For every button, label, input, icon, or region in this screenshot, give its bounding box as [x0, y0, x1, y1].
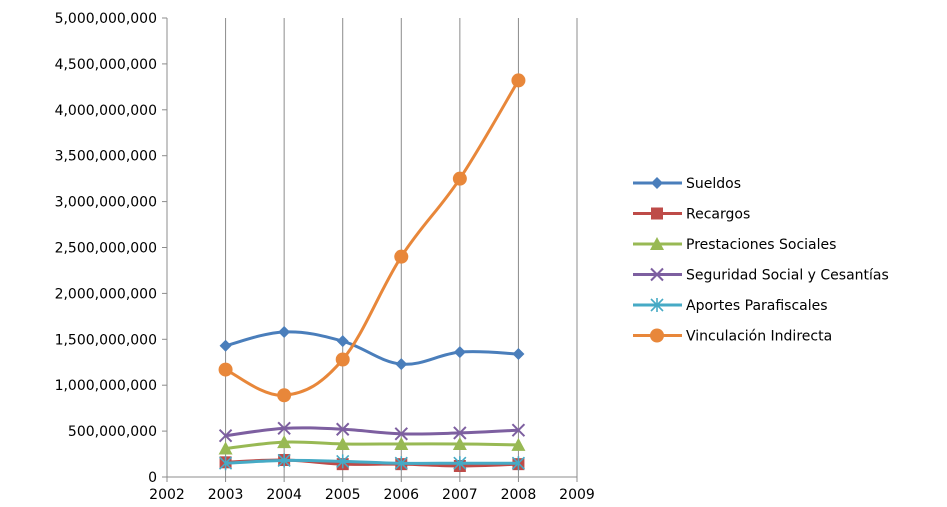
data-point-sueldos	[278, 325, 291, 338]
data-point-prestaciones-sociales	[335, 436, 350, 450]
series-prestaciones-sociales	[218, 435, 526, 455]
x-tick-label: 2002	[149, 487, 185, 503]
data-point-prestaciones-sociales	[452, 436, 467, 450]
legend-item-sueldos: Sueldos	[633, 176, 741, 192]
data-point-aportes-parafiscales	[453, 456, 467, 471]
legend-label: Vinculación Indirecta	[686, 329, 832, 345]
y-tick-label: 1,500,000,000	[55, 332, 157, 348]
data-point-sueldos	[453, 346, 466, 359]
data-point-prestaciones-sociales	[511, 437, 526, 451]
legend-label: Sueldos	[686, 176, 741, 192]
legend-marker	[650, 237, 664, 250]
series-line-seguridad-social-y-cesant-as	[225, 426, 519, 438]
data-point-vinculaci-n-indirecta	[335, 352, 350, 367]
x-tick-label: 2006	[383, 487, 419, 503]
y-tick-label: 4,000,000,000	[55, 103, 157, 119]
data-point-vinculaci-n-indirecta	[394, 249, 409, 264]
x-tick-label: 2009	[559, 487, 595, 503]
y-tick-label: 3,000,000,000	[55, 195, 157, 211]
series-aportes-parafiscales	[219, 453, 525, 471]
x-tick-label: 2007	[442, 487, 478, 503]
data-point-seguridad-social-y-cesant-as	[336, 422, 350, 436]
vertical-gridlines	[225, 18, 578, 477]
data-point-seguridad-social-y-cesant-as	[394, 427, 408, 441]
legend-marker	[651, 207, 663, 220]
data-point-aportes-parafiscales	[511, 456, 525, 471]
data-point-seguridad-social-y-cesant-as	[511, 423, 526, 437]
data-point-sueldos	[336, 335, 349, 348]
y-tick-label: 0	[148, 470, 157, 486]
data-point-aportes-parafiscales	[394, 456, 408, 471]
series-line-prestaciones-sociales	[225, 440, 519, 451]
series-sueldos	[219, 325, 525, 371]
legend-item-vinculaci-n-indirecta: Vinculación Indirecta	[633, 328, 832, 345]
legend: Sueldos Recargos Prestaciones Sociales Segu…	[633, 176, 889, 345]
data-point-prestaciones-sociales	[394, 436, 409, 450]
y-tick-label: 4,500,000,000	[55, 57, 157, 73]
legend-label: Aportes Parafiscales	[686, 298, 828, 314]
series-line-vinculaci-n-indirecta	[224, 79, 520, 397]
y-tick-label: 1,000,000,000	[55, 378, 157, 394]
x-tick-label: 2004	[266, 487, 302, 503]
legend-item-aportes-parafiscales: Aportes Parafiscales	[633, 298, 828, 314]
data-point-prestaciones-sociales	[277, 435, 292, 449]
series-line-aportes-parafiscales	[225, 458, 519, 465]
legend-label: Recargos	[686, 207, 750, 223]
series-vinculaci-n-indirecta	[218, 73, 526, 403]
legend-marker	[650, 298, 664, 312]
y-tick-label: 5,000,000,000	[55, 11, 157, 27]
data-point-sueldos	[219, 339, 232, 352]
legend-item-seguridad-social-y-cesant-as: Seguridad Social y Cesantías	[633, 268, 889, 284]
series-seguridad-social-y-cesant-as	[218, 421, 526, 443]
legend-label: Seguridad Social y Cesantías	[686, 268, 889, 284]
data-point-seguridad-social-y-cesant-as	[277, 421, 291, 436]
data-point-aportes-parafiscales	[277, 453, 291, 468]
y-tick-label: 2,500,000,000	[55, 241, 157, 257]
y-tick-label: 500,000,000	[68, 424, 157, 440]
x-tick-label: 2008	[501, 487, 537, 503]
legend-marker	[651, 177, 663, 189]
data-point-aportes-parafiscales	[336, 454, 350, 469]
data-point-vinculaci-n-indirecta	[452, 171, 467, 186]
data-point-sueldos	[395, 358, 408, 371]
data-point-prestaciones-sociales	[218, 441, 233, 455]
data-point-sueldos	[512, 347, 525, 360]
legend-item-prestaciones-sociales: Prestaciones Sociales	[633, 237, 836, 253]
y-tick-label: 3,500,000,000	[55, 149, 157, 165]
data-point-seguridad-social-y-cesant-as	[218, 428, 233, 443]
series-line-sueldos	[225, 330, 519, 366]
legend-marker	[650, 267, 664, 282]
legend-item-recargos: Recargos	[633, 207, 750, 223]
legend-label: Prestaciones Sociales	[686, 237, 836, 253]
data-point-seguridad-social-y-cesant-as	[453, 426, 467, 440]
data-point-vinculaci-n-indirecta	[511, 73, 526, 88]
y-tick-label: 2,000,000,000	[55, 286, 157, 302]
legend-marker	[650, 328, 664, 343]
x-axis-tick-labels: 2002 2003 2004 2005 2006 2007 2008 2009	[149, 487, 595, 503]
axes	[162, 17, 578, 482]
x-tick-label: 2003	[208, 487, 244, 503]
series-lines	[218, 73, 526, 472]
data-point-vinculaci-n-indirecta	[277, 388, 292, 403]
x-tick-label: 2005	[325, 487, 361, 503]
data-point-aportes-parafiscales	[219, 456, 233, 471]
y-axis-tick-labels: 0 500,000,000 1,000,000,000 1,500,000,000 2,…	[55, 11, 157, 486]
data-point-vinculaci-n-indirecta	[218, 362, 233, 377]
